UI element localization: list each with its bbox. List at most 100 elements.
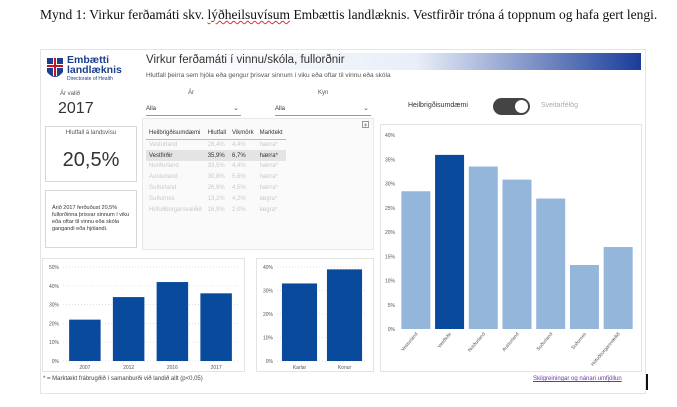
- document-caption: Mynd 1: Virkur ferðamáti skv. lýðheilsuv…: [40, 6, 660, 24]
- national-rate-card: Hlutfall á landsvísu 20,5%: [45, 126, 137, 182]
- bar-suðurnes: [569, 264, 599, 329]
- x-tick-label: 2016: [167, 365, 178, 371]
- caption-text-end: Embættis landlæknis. Vestfirðir tróna á …: [290, 7, 658, 22]
- table-cell: 4,2%: [232, 195, 246, 202]
- gender-bar-chart: 0% 10% 20% 30% 40% Karlar Konur: [263, 265, 367, 371]
- table-header-row: Heilbrigðisumdæmi Hlutfall Vikmörk Markt…: [146, 128, 286, 140]
- x-tick-label: Austurland: [501, 331, 521, 353]
- region-chart-panel: 0% 5% 10% 15% 20% 25% 30% 35% 40% Vesturland Vestf…: [380, 124, 642, 372]
- bar-vestfirðir: [435, 154, 465, 329]
- column-header[interactable]: Heilbrigðisumdæmi: [146, 128, 205, 140]
- year-chart-panel: 0% 10% 20% 30% 40% 50% 2007 2012 2016 2017: [42, 258, 245, 372]
- table-cell: Höfuðborgarsvæðið: [149, 206, 202, 213]
- bar-norðurland: [468, 166, 498, 329]
- table-cell: Vesturland: [149, 142, 178, 149]
- table-row[interactable]: Austurland 30,8% 5,6% hærra*: [146, 172, 286, 183]
- region-bar-chart: 0% 5% 10% 15% 20% 25% 30% 35% 40% Vesturland Vestf…: [385, 133, 633, 368]
- table-cell: hærra*: [259, 174, 278, 181]
- gender-slicer-value: Alla: [275, 106, 286, 112]
- x-tick-label: 2007: [79, 365, 90, 371]
- gender-chart-panel: 0% 10% 20% 30% 40% Karlar Konur: [256, 258, 374, 372]
- y-tick-label: 0%: [388, 327, 396, 333]
- x-tick-label: Karlar: [293, 365, 307, 371]
- column-header[interactable]: Vikmörk: [229, 128, 257, 140]
- y-tick-label: 20%: [263, 312, 274, 318]
- page-subtitle: Hlutfall þeirra sem hjóla eða gengur þri…: [146, 72, 391, 79]
- caption-squiggle-word: lýðheilsuvísum: [207, 7, 291, 22]
- text-cursor: [646, 374, 648, 390]
- column-header[interactable]: Marktekt: [256, 128, 286, 140]
- bar-austurland: [502, 179, 532, 329]
- year-bar-chart: 0% 10% 20% 30% 40% 50% 2007 2012 2016 2017: [49, 265, 238, 371]
- table-cell: lægra*: [259, 195, 278, 202]
- table-cell: 2,0%: [232, 206, 246, 213]
- table-cell: 26,9%: [207, 185, 225, 192]
- x-tick-label: 2017: [211, 365, 222, 371]
- region-table-panel: [142, 118, 374, 250]
- significance-footnote: * = Marktækt frábrugðið í samanburði við…: [43, 376, 203, 382]
- y-tick-label: 20%: [385, 230, 396, 236]
- table-row[interactable]: Suðurnes 13,2% 4,2% lægra*: [146, 193, 286, 204]
- table-cell: 33,5%: [207, 163, 225, 170]
- y-tick-label: 50%: [49, 265, 60, 271]
- table-row[interactable]: Norðurland 33,5% 4,4% hærra*: [146, 161, 286, 172]
- column-header[interactable]: Hlutfall: [204, 128, 230, 140]
- y-tick-label: 10%: [385, 279, 396, 285]
- year-selected-value: 2017: [58, 100, 94, 117]
- toggle-right-label: Sveitarfélög: [541, 102, 578, 109]
- table-cell: 30,8%: [207, 174, 225, 181]
- year-slicer-value: Alla: [146, 106, 157, 112]
- chevron-down-icon: ⌄: [363, 105, 369, 112]
- definitions-link[interactable]: Skilgreiningar og nánari umfjöllun: [533, 376, 622, 382]
- y-tick-label: 40%: [385, 133, 396, 139]
- expand-icon[interactable]: [362, 121, 370, 129]
- bar-vesturland: [401, 191, 431, 329]
- y-tick-label: 20%: [49, 321, 60, 327]
- table-cell: 5,6%: [232, 174, 246, 181]
- x-tick-label: 2012: [123, 365, 134, 371]
- table-cell: hærra*: [259, 142, 278, 149]
- logo-name: Embætti landlæknis: [67, 55, 122, 76]
- logo: Embætti landlæknis Directorate of Health: [45, 54, 137, 86]
- table-row[interactable]: Höfuðborgarsvæðið 16,9% 2,0% lægra*: [146, 204, 286, 215]
- toggle-knob: [515, 100, 528, 113]
- coat-of-arms-icon: [47, 58, 63, 77]
- table-cell: 4,5%: [232, 185, 246, 192]
- y-tick-label: 15%: [385, 254, 396, 260]
- year-slicer[interactable]: Alla ⌄: [146, 104, 241, 116]
- table-cell: Suðurland: [149, 185, 177, 192]
- bar-konur: [326, 269, 363, 361]
- y-tick-label: 0%: [266, 359, 274, 365]
- table-cell: Vestfirðir: [146, 150, 205, 162]
- logo-subtitle: Directorate of Health: [67, 76, 113, 82]
- y-tick-label: 30%: [263, 289, 274, 295]
- y-tick-label: 10%: [263, 336, 274, 342]
- bar-2017: [200, 293, 232, 361]
- logo-line2: landlæknis: [67, 64, 122, 76]
- y-tick-label: 25%: [385, 206, 396, 212]
- x-tick-label: Vesturland: [400, 331, 419, 352]
- table-row[interactable]: Suðurland 26,9% 4,5% hærra*: [146, 183, 286, 194]
- toggle-left-label: Heilbrigðisumdæmi: [408, 102, 468, 109]
- table-cell: 4,4%: [232, 142, 246, 149]
- y-tick-label: 30%: [385, 182, 396, 188]
- caption-text: Mynd 1: Virkur ferðamáti skv.: [40, 7, 208, 22]
- x-tick-label: Suðurnes: [569, 330, 588, 351]
- bar-2007: [69, 319, 101, 361]
- bar-suðurland: [536, 198, 566, 329]
- x-tick-label: Höfuðborgarsvæðið: [589, 331, 622, 368]
- summary-note: Árið 2017 ferðuðust 20,5% fullorðinna þr…: [45, 190, 137, 248]
- table-cell: 16,9%: [207, 206, 225, 213]
- table-cell: Norðurland: [149, 163, 179, 170]
- table-row[interactable]: Vesturland 28,4% 4,4% hærra*: [146, 140, 286, 151]
- table-cell: 35,9%: [204, 150, 230, 162]
- x-tick-label: Vestfirðir: [436, 330, 454, 349]
- national-rate-value: 20,5%: [62, 149, 120, 171]
- table-cell: hærra*: [259, 163, 278, 170]
- x-tick-label: Norðurland: [466, 331, 487, 354]
- year-slicer-label: Ár: [188, 90, 194, 96]
- table-cell: 4,4%: [232, 163, 246, 170]
- table-row[interactable]: Vestfirðir 35,9% 6,7% hærra*: [146, 150, 286, 162]
- gender-slicer[interactable]: Alla ⌄: [275, 104, 371, 116]
- region-toggle[interactable]: [493, 98, 530, 115]
